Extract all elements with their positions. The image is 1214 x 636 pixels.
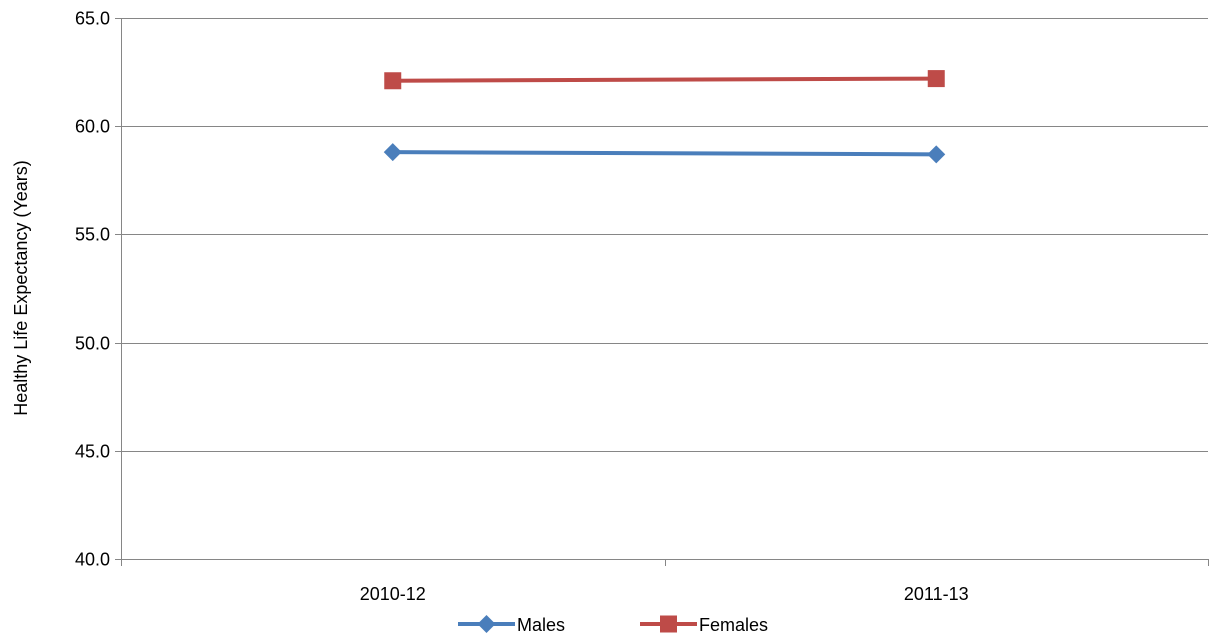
y-tick-label: 55.0 bbox=[75, 225, 110, 245]
x-axis-ticks: 2010-12 2011-13 bbox=[121, 559, 1209, 604]
x-tick-label: 2010-12 bbox=[360, 584, 426, 604]
legend-marker-males bbox=[477, 615, 496, 633]
y-axis-ticks: 40.0 45.0 50.0 55.0 60.0 65.0 bbox=[75, 9, 121, 570]
legend-label-females: Females bbox=[699, 615, 768, 635]
legend: Males Females bbox=[458, 615, 768, 635]
legend-label-males: Males bbox=[517, 615, 565, 635]
y-tick-label: 60.0 bbox=[75, 117, 110, 137]
y-tick-label: 50.0 bbox=[75, 334, 110, 354]
data-point-males bbox=[383, 143, 402, 162]
y-axis-title: Healthy Life Expectancy (Years) bbox=[11, 160, 31, 415]
data-point-females bbox=[384, 72, 402, 90]
series-line-females bbox=[392, 76, 937, 83]
data-point-males bbox=[927, 145, 946, 164]
y-tick-label: 65.0 bbox=[75, 9, 110, 29]
series-group bbox=[383, 70, 946, 164]
y-tick-label: 45.0 bbox=[75, 442, 110, 462]
legend-marker-females bbox=[660, 615, 677, 633]
data-point-females bbox=[927, 70, 945, 88]
y-tick-label: 40.0 bbox=[75, 550, 110, 570]
gridlines bbox=[121, 18, 1208, 452]
x-tick-label: 2011-13 bbox=[904, 584, 969, 604]
series-line-males bbox=[392, 150, 937, 157]
axes bbox=[121, 18, 1208, 560]
